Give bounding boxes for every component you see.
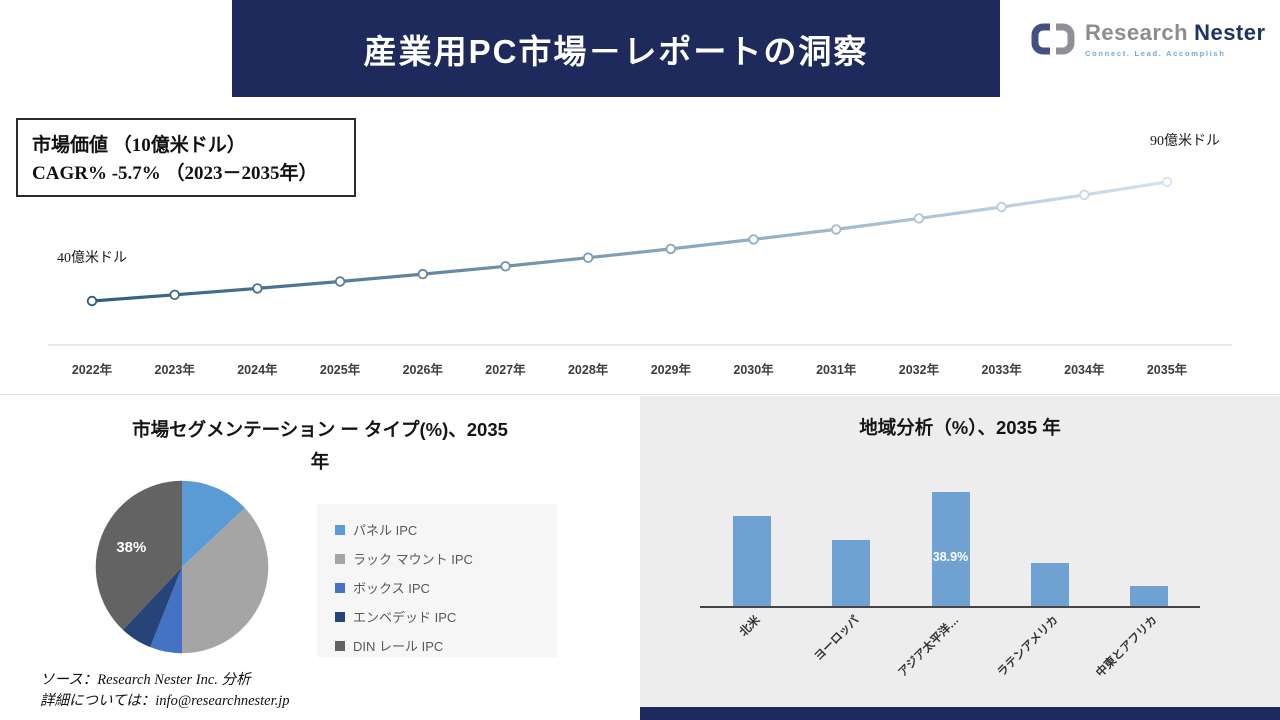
segmentation-title-line2: 年 <box>310 451 330 472</box>
legend-item: DIN レール IPC <box>335 631 557 660</box>
bar-data-label: 38.9% <box>932 550 969 564</box>
bar-category-label: ヨーロッパ <box>812 614 862 664</box>
x-axis-label: 2031年 <box>816 363 857 377</box>
section-divider <box>0 394 1280 395</box>
legend-label: ボックス IPC <box>353 581 430 596</box>
data-point <box>1079 189 1090 201</box>
bar-2 <box>832 540 871 606</box>
x-axis-label: 2027年 <box>485 363 526 377</box>
segmentation-title-line1: 市場セグメンテーション ー タイプ(%)、2035 <box>132 419 508 440</box>
regional-title: 地域分析（%）、2035 年 <box>859 417 1061 438</box>
bar-5 <box>1130 586 1168 606</box>
legend-item: ボックス IPC <box>335 573 557 602</box>
data-point <box>169 289 180 301</box>
bar-category-label: 中東とアフリカ <box>1094 614 1160 680</box>
legend-label: ラック マウント IPC <box>353 552 473 567</box>
line-chart-x-axis: 2022年 2023年 2024年 2025年 2026年 2027年 2028年 2029年… <box>0 359 1280 377</box>
pie-legend: パネル IPC ラック マウント IPC ボックス IPC エンベデッド IPC DIN… <box>317 504 557 657</box>
legend-label: エンベデッド IPC <box>353 610 457 625</box>
data-point <box>665 243 677 255</box>
pie-slice-3 <box>150 567 182 654</box>
legend-label: DIN レール IPC <box>353 639 444 654</box>
bar-4 <box>1030 562 1069 606</box>
pie-slice-1 <box>182 480 245 567</box>
data-point <box>417 268 429 280</box>
pie-data-label: 38% <box>116 539 146 556</box>
trend-line <box>91 180 1168 303</box>
data-point <box>748 234 759 245</box>
legend-swatch <box>335 611 345 622</box>
title-banner: 産業用PC市場－レポートの洞察 <box>232 0 1000 97</box>
x-axis-label: 2022年 <box>71 363 113 377</box>
source-block: ソース：Research Nester Inc. 分析 詳細については：info… <box>40 670 290 712</box>
x-axis-label: 2026年 <box>402 363 443 377</box>
market-value-box: 市場価値 （10億米ドル） CAGR% -5.7% （2023－2035年） <box>16 118 356 197</box>
cagr-label: CAGR% -5.7% （2023－2035年） <box>32 163 318 185</box>
regional-analysis-section: 地域分析（%）、2035 年 38.9% 北米 ヨーロッパ アジア太平洋… ラテンアメ… <box>640 396 1280 707</box>
data-point <box>913 213 925 224</box>
bar-1 <box>733 516 771 606</box>
legend-item: ラック マウント IPC <box>335 544 557 573</box>
logo-icon <box>1031 23 1075 55</box>
logo-brand: Research Nester <box>1085 20 1266 46</box>
legend-label: パネル IPC <box>353 523 418 538</box>
x-axis-label: 2034年 <box>1064 363 1105 377</box>
pie-slice-2 <box>182 507 269 654</box>
line-chart-svg <box>48 176 1232 346</box>
page-title: 産業用PC市場－レポートの洞察 <box>363 32 869 70</box>
data-point <box>831 224 842 235</box>
x-axis-label: 2025年 <box>319 363 361 377</box>
data-point <box>252 283 263 294</box>
market-value-label: 市場価値 （10億米ドル） <box>32 134 246 156</box>
data-point <box>86 295 98 307</box>
segmentation-title: 市場セグメンテーション ー タイプ(%)、2035 年 <box>30 414 610 478</box>
x-axis-label: 2023年 <box>154 363 195 377</box>
research-nester-logo: Research Nester Connect. Lead. Accomplish <box>1030 20 1266 58</box>
legend-swatch <box>335 553 345 564</box>
source-line: ソース：Research Nester Inc. 分析 <box>40 672 251 688</box>
pie-chart-svg: 38% <box>95 480 269 654</box>
bar-category-label: ラテンアメリカ <box>995 614 1061 680</box>
x-axis-label: 2029年 <box>650 363 691 377</box>
logo-tagline: Connect. Lead. Accomplish <box>1085 49 1226 58</box>
logo-brand-research: Research <box>1085 20 1189 45</box>
segmentation-section: 市場セグメンテーション ー タイプ(%)、2035 年 38% パネル IPC ラ… <box>0 396 640 709</box>
pie-slice-4 <box>122 567 182 648</box>
data-point <box>996 201 1007 213</box>
x-axis-label: 2033年 <box>981 363 1022 377</box>
data-point <box>334 276 346 287</box>
pie-slice-5 <box>95 480 182 630</box>
logo-brand-nester: Nester <box>1194 20 1266 45</box>
bar-category-labels: 北米 ヨーロッパ アジア太平洋… ラテンアメリカ 中東とアフリカ <box>700 612 1200 707</box>
legend-item: パネル IPC <box>335 515 557 544</box>
x-axis-label: 2035年 <box>1146 363 1188 377</box>
line-end-value-label: 90億米ドル <box>1150 134 1220 149</box>
line-start-value-label: 40億米ドル <box>57 251 127 266</box>
legend-swatch <box>335 524 345 535</box>
x-axis-label: 2032年 <box>898 363 940 377</box>
data-point <box>583 252 594 263</box>
data-point <box>1161 176 1173 188</box>
bar-chart-plot: 38.9% <box>700 482 1200 608</box>
x-axis-label: 2030年 <box>733 363 774 377</box>
footer-bar <box>640 707 1280 720</box>
x-axis-label: 2028年 <box>567 363 609 377</box>
logo-text: Research Nester Connect. Lead. Accomplish <box>1085 20 1266 58</box>
bar-3: 38.9% <box>931 492 970 606</box>
x-axis-label: 2024年 <box>237 363 278 377</box>
legend-swatch <box>335 582 345 593</box>
contact-line: 詳細については：info@researchnester.jp <box>40 693 290 709</box>
legend-swatch <box>335 640 345 651</box>
legend-item: エンベデッド IPC <box>335 602 557 631</box>
bar-category-label: アジア太平洋… <box>896 614 962 680</box>
data-point <box>500 261 511 272</box>
